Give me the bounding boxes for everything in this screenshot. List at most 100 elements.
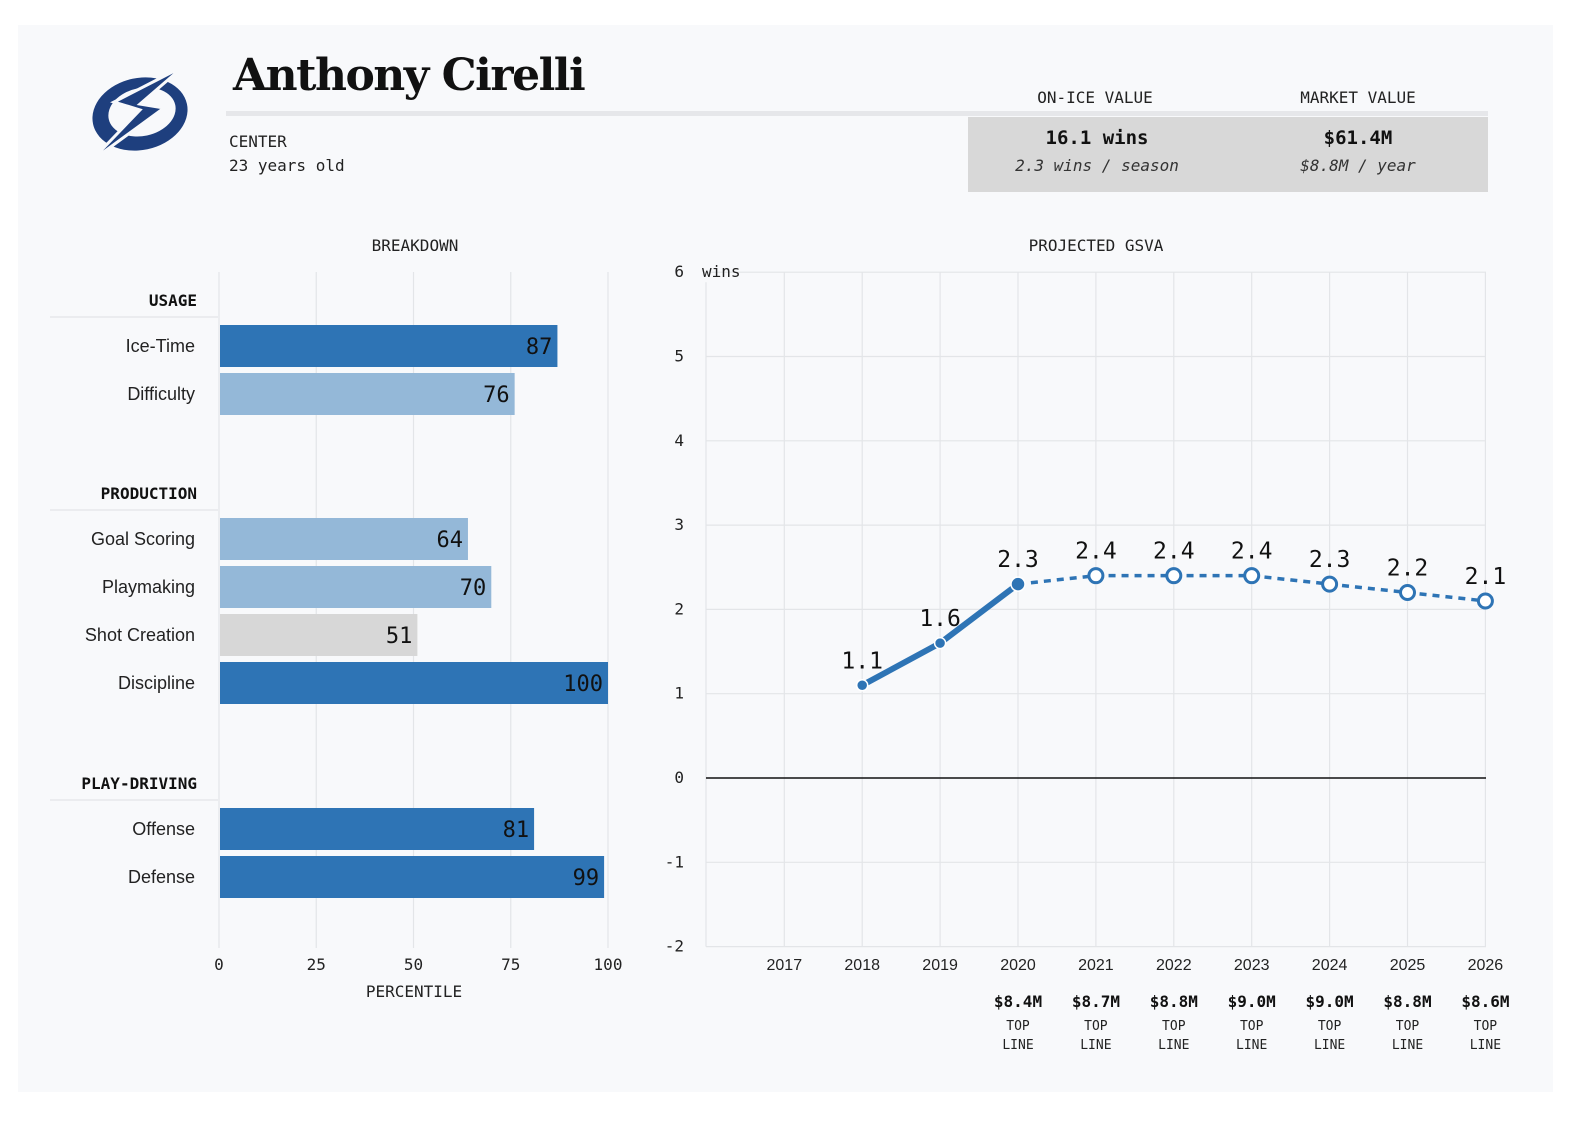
bar-value-label: 51 [386, 624, 413, 649]
bar-category-label: Playmaking [102, 577, 195, 597]
x-tick-label: 2018 [844, 957, 880, 974]
player-position: CENTER [229, 132, 287, 151]
x-tick-label: 2017 [767, 957, 803, 974]
contract-salary-label: $8.8M [1150, 992, 1198, 1011]
projected-point [1165, 567, 1183, 585]
contract-role-label: LINE [1470, 1038, 1501, 1053]
point-value-label: 2.3 [997, 547, 1039, 573]
breakdown-chart: BREAKDOWN 0 25 50 75 100 PERCENTILE USAGE 87 Ice-… [50, 236, 623, 1001]
group-label: PLAY-DRIVING [81, 774, 197, 793]
bar [220, 566, 492, 608]
projected-gsva-chart: PROJECTED GSVA -2 -1 0 1 2 3 4 5 6 wins 2017 2018 201… [665, 236, 1510, 1053]
y-tick-label: 4 [674, 431, 684, 450]
x-tick-label: 2026 [1468, 957, 1504, 974]
contract-salary-label: $8.7M [1072, 992, 1120, 1011]
bar-category-label: Difficulty [127, 384, 195, 404]
x-tick-label: 2019 [922, 957, 958, 974]
bar-value-label: 81 [503, 818, 530, 843]
bar-category-label: Defense [128, 867, 195, 887]
bar-category-label: Offense [132, 819, 195, 839]
bar [220, 373, 515, 415]
contract-role-label: LINE [1158, 1038, 1189, 1053]
breakdown-title: BREAKDOWN [372, 236, 459, 255]
team-logo-icon [88, 64, 188, 164]
contract-role-label: LINE [1392, 1038, 1423, 1053]
bar-value-label: 100 [563, 672, 603, 697]
y-tick-label: 5 [674, 347, 684, 366]
point-value-label: 2.4 [1153, 539, 1195, 565]
y-tick-label: 0 [674, 768, 684, 787]
bar-value-label: 64 [436, 528, 463, 553]
group-label: USAGE [149, 291, 197, 310]
y-tick-label: -2 [665, 937, 684, 956]
market-value-header: MARKET VALUE [1300, 88, 1416, 107]
x-tick-label: 2025 [1390, 957, 1426, 974]
on-ice-value-header: ON-ICE VALUE [1037, 88, 1153, 107]
gsva-title: PROJECTED GSVA [1029, 236, 1164, 255]
point-value-label: 2.4 [1231, 539, 1273, 565]
x-tick-label: 2022 [1156, 957, 1192, 974]
contract-role-label: LINE [1080, 1038, 1111, 1053]
y-tick-label: 1 [674, 684, 684, 703]
title-divider [226, 111, 1488, 116]
group-label: PRODUCTION [101, 484, 197, 503]
y-tick-label: -1 [665, 852, 684, 871]
actual-point [1010, 576, 1026, 592]
point-value-label: 2.3 [1309, 547, 1351, 573]
bar-value-label: 99 [573, 866, 600, 891]
contract-role-label: LINE [1002, 1038, 1033, 1053]
bar-value-label: 87 [526, 335, 553, 360]
on-ice-value-main: 16.1 wins [1045, 127, 1149, 149]
contract-role-label: TOP [1084, 1019, 1108, 1034]
x-tick-label: 2020 [1000, 957, 1036, 974]
on-ice-value-sub: 2.3 wins / season [1015, 156, 1179, 175]
bar [220, 325, 558, 367]
actual-point [855, 679, 869, 692]
x-tick-label: 2021 [1078, 957, 1114, 974]
contract-salary-label: $8.4M [994, 992, 1042, 1011]
x-axis-label: PERCENTILE [366, 982, 462, 1001]
contract-role-label: TOP [1474, 1019, 1498, 1034]
bar [220, 662, 608, 704]
contract-salary-label: $9.0M [1306, 992, 1354, 1011]
x-tick-label: 25 [307, 955, 326, 974]
point-value-label: 2.4 [1075, 539, 1117, 565]
x-tick-label: 2023 [1234, 957, 1270, 974]
bar-value-label: 70 [460, 576, 487, 601]
point-value-label: 2.2 [1387, 556, 1429, 582]
contract-role-label: LINE [1314, 1038, 1345, 1053]
contract-role-label: TOP [1318, 1019, 1342, 1034]
contract-role-label: TOP [1240, 1019, 1264, 1034]
actual-point [933, 636, 947, 650]
y-tick-label: 6 [674, 262, 684, 281]
bar-category-label: Discipline [118, 673, 195, 693]
x-tick-label: 50 [404, 955, 423, 974]
x-tick-label: 2024 [1312, 957, 1348, 974]
y-tick-label: 2 [674, 599, 684, 618]
contract-role-label: TOP [1162, 1019, 1186, 1034]
x-tick-label: 0 [214, 955, 224, 974]
bar-category-label: Goal Scoring [91, 529, 195, 549]
market-value-main: $61.4M [1323, 127, 1393, 149]
contract-salary-label: $8.6M [1461, 992, 1509, 1011]
market-value-sub: $8.8M / year [1300, 156, 1416, 175]
bar [220, 808, 535, 850]
bar [220, 518, 468, 560]
contract-salary-label: $8.8M [1383, 992, 1431, 1011]
point-value-label: 2.1 [1465, 564, 1507, 590]
player-age: 23 years old [229, 156, 345, 175]
bar [220, 856, 605, 898]
player-name: Anthony Cirelli [233, 50, 586, 101]
contract-role-label: TOP [1006, 1019, 1030, 1034]
projected-point [1321, 575, 1339, 593]
projected-point [1087, 567, 1105, 585]
x-tick-label: 75 [501, 955, 520, 974]
y-axis-unit-label: wins [702, 262, 741, 281]
contract-salary-label: $9.0M [1228, 992, 1276, 1011]
x-tick-label: 100 [594, 955, 623, 974]
projected-point [1243, 567, 1261, 585]
projected-point [1476, 592, 1494, 610]
contract-role-label: LINE [1236, 1038, 1267, 1053]
point-value-label: 1.1 [841, 648, 883, 674]
value-summary-box [968, 117, 1488, 192]
